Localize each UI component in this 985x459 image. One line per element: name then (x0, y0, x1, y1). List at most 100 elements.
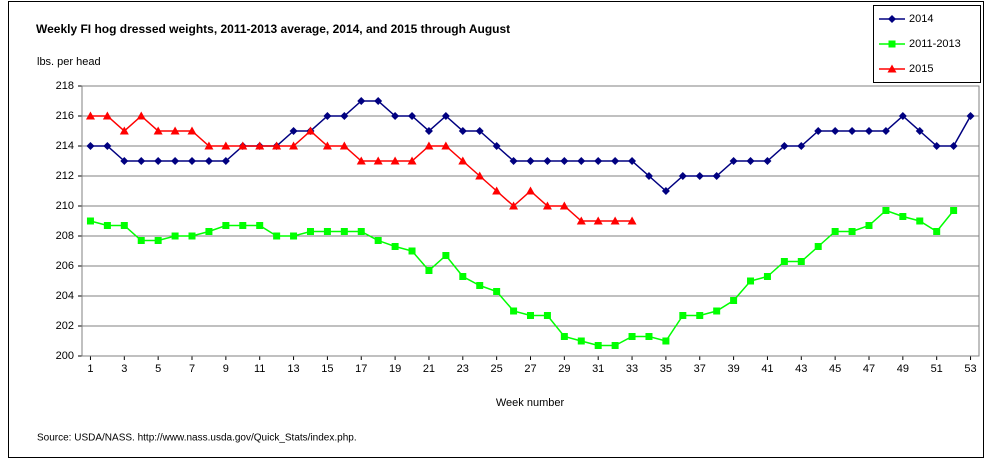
y-tick-label: 218 (56, 80, 74, 92)
marker (86, 142, 95, 150)
x-tick-label: 39 (727, 363, 739, 375)
marker (645, 333, 653, 340)
marker (390, 156, 400, 165)
marker (221, 141, 231, 150)
marker (170, 126, 180, 135)
legend-label: 2014 (909, 13, 933, 25)
series-line (90, 209, 955, 347)
x-tick-label: 33 (626, 363, 638, 375)
marker (831, 127, 840, 135)
marker (560, 333, 568, 340)
marker (950, 207, 958, 214)
x-tick-label: 19 (389, 363, 401, 375)
marker (424, 141, 434, 150)
marker (679, 312, 687, 319)
marker (577, 157, 586, 165)
marker (290, 232, 298, 240)
marker (153, 126, 163, 135)
marker (204, 141, 214, 150)
marker (441, 112, 450, 120)
marker (576, 216, 586, 225)
marker (577, 337, 585, 345)
marker (662, 337, 670, 345)
marker (357, 228, 365, 235)
x-tick-label: 25 (491, 363, 503, 375)
marker (103, 222, 111, 229)
marker (492, 142, 501, 150)
marker (238, 141, 248, 150)
y-tick-label: 206 (56, 260, 74, 272)
marker (103, 142, 112, 150)
marker (560, 157, 569, 165)
x-tick-label: 21 (423, 363, 435, 375)
marker (442, 252, 450, 259)
marker (509, 157, 518, 165)
x-tick-label: 29 (558, 363, 570, 375)
marker (305, 126, 315, 135)
y-tick-label: 216 (56, 110, 74, 122)
x-tick-label: 51 (931, 363, 943, 375)
marker (85, 111, 95, 120)
marker (340, 112, 349, 120)
plot-border (81, 85, 980, 357)
marker (459, 273, 467, 280)
marker (408, 112, 417, 120)
marker (273, 232, 281, 240)
y-tick-label: 214 (56, 140, 74, 152)
marker (899, 213, 907, 220)
marker (848, 228, 856, 235)
marker (137, 157, 146, 165)
marker (239, 222, 247, 229)
chart-title: Weekly FI hog dressed weights, 2011-2013… (36, 22, 510, 36)
marker (898, 112, 907, 120)
marker (171, 157, 180, 165)
marker (831, 228, 839, 235)
marker (526, 186, 535, 195)
marker (627, 216, 637, 225)
marker (458, 156, 468, 165)
y-tick-label: 210 (56, 200, 74, 212)
marker (678, 172, 687, 180)
marker (594, 342, 602, 349)
x-tick-label: 11 (254, 363, 265, 375)
x-tick-label: 15 (321, 363, 333, 375)
marker (154, 237, 162, 244)
marker (171, 232, 179, 240)
marker (915, 127, 924, 135)
marker (746, 157, 755, 165)
y-tick-label: 208 (56, 230, 74, 242)
marker (628, 157, 637, 165)
marker (289, 141, 299, 150)
marker (797, 258, 805, 265)
marker (493, 288, 501, 295)
marker (374, 97, 383, 105)
x-tick-label: 53 (964, 363, 976, 375)
marker (543, 157, 552, 165)
x-tick-label: 7 (189, 363, 195, 375)
marker (492, 186, 502, 195)
marker (594, 157, 603, 165)
marker (882, 207, 890, 214)
marker (526, 157, 535, 165)
marker (559, 201, 569, 210)
marker (509, 201, 519, 210)
marker (289, 127, 298, 135)
marker (221, 157, 230, 165)
marker (510, 307, 518, 315)
marker (425, 267, 433, 274)
marker (933, 228, 941, 235)
marker (205, 228, 213, 235)
x-axis-label: Week number (496, 397, 565, 409)
marker (916, 217, 924, 225)
marker (542, 201, 552, 210)
marker (441, 141, 451, 150)
marker (187, 126, 197, 135)
marker (644, 172, 653, 180)
marker (339, 141, 349, 150)
marker (154, 157, 163, 165)
marker (272, 141, 282, 150)
marker (611, 342, 619, 349)
y-tick-label: 204 (56, 290, 74, 302)
x-tick-label: 13 (287, 363, 299, 375)
